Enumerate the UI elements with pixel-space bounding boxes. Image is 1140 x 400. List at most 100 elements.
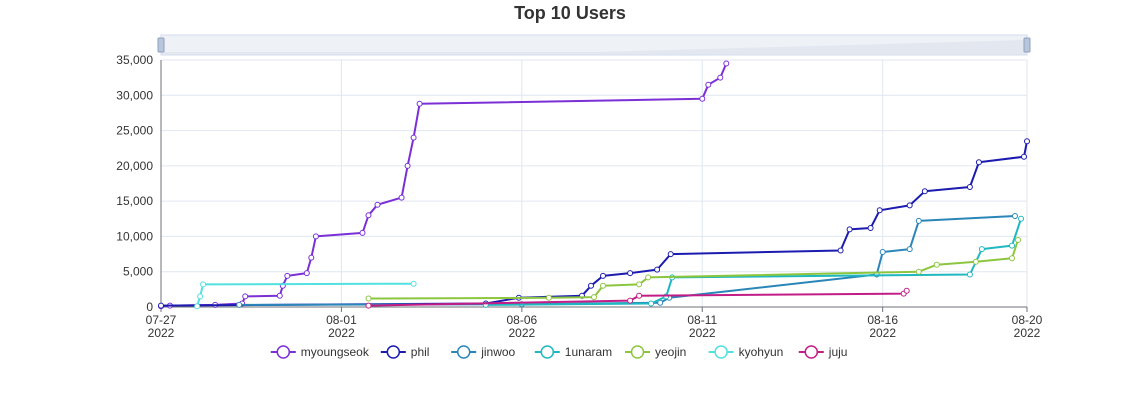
- legend-item-phil[interactable]: phil: [380, 345, 430, 359]
- data-point[interactable]: [591, 294, 597, 301]
- x-tick-year: 2022: [689, 326, 716, 340]
- data-point[interactable]: [1009, 255, 1015, 262]
- data-point[interactable]: [723, 60, 730, 67]
- data-point[interactable]: [200, 281, 207, 288]
- y-tick-label: 0: [146, 300, 153, 314]
- data-point[interactable]: [876, 207, 883, 214]
- chart-title: Top 10 Users: [514, 3, 626, 23]
- data-point[interactable]: [972, 258, 979, 265]
- x-tick-year: 2022: [328, 326, 355, 340]
- legend-item-kyohyun[interactable]: kyohyun: [708, 345, 784, 359]
- data-point[interactable]: [303, 270, 310, 277]
- data-point[interactable]: [365, 212, 372, 219]
- y-tick-label: 5,000: [123, 265, 153, 279]
- data-point[interactable]: [636, 281, 643, 288]
- legend-marker: [386, 345, 401, 359]
- data-point[interactable]: [236, 301, 243, 308]
- data-point[interactable]: [867, 225, 874, 231]
- data-point[interactable]: [365, 295, 372, 302]
- x-tick-year: 2022: [148, 326, 175, 340]
- legend-item-1unaram[interactable]: 1unaram: [534, 345, 612, 359]
- data-point[interactable]: [906, 246, 913, 253]
- data-point[interactable]: [410, 280, 417, 287]
- data-point[interactable]: [645, 274, 652, 281]
- data-point[interactable]: [404, 162, 411, 169]
- y-tick-label: 20,000: [116, 159, 153, 173]
- legend-item-yeojin[interactable]: yeojin: [625, 345, 686, 359]
- zoom-slider-right-handle[interactable]: [1023, 37, 1031, 53]
- x-tick-label: 08-16: [867, 313, 898, 327]
- x-tick-label: 08-11: [687, 313, 717, 327]
- data-point[interactable]: [975, 159, 982, 166]
- data-point[interactable]: [276, 292, 283, 299]
- legend-label: kyohyun: [739, 345, 784, 359]
- y-tick-label: 10,000: [116, 229, 153, 243]
- data-point[interactable]: [879, 249, 886, 255]
- data-point[interactable]: [197, 293, 204, 300]
- data-point[interactable]: [600, 282, 606, 289]
- legend-label: myoungseok: [301, 345, 370, 359]
- data-point[interactable]: [359, 229, 366, 236]
- data-point[interactable]: [921, 188, 928, 195]
- series-line-1unaram: [484, 217, 1022, 306]
- data-point[interactable]: [627, 297, 634, 304]
- series-line-yeojin: [367, 239, 1019, 300]
- data-point[interactable]: [588, 282, 594, 289]
- data-point[interactable]: [374, 201, 381, 208]
- data-point[interactable]: [284, 272, 291, 279]
- data-point[interactable]: [1018, 215, 1024, 222]
- data-point[interactable]: [933, 261, 940, 268]
- data-point[interactable]: [636, 292, 643, 299]
- data-point[interactable]: [600, 272, 606, 279]
- data-point[interactable]: [1012, 213, 1018, 219]
- series-phil: [158, 138, 1030, 309]
- data-zoom-slider[interactable]: [157, 34, 1031, 56]
- data-point[interactable]: [416, 100, 423, 107]
- data-point[interactable]: [158, 302, 164, 309]
- data-point[interactable]: [906, 202, 913, 209]
- data-point[interactable]: [308, 254, 315, 261]
- data-point[interactable]: [846, 226, 853, 233]
- y-tick-label: 15,000: [116, 194, 153, 208]
- data-point[interactable]: [242, 293, 249, 300]
- series-1unaram: [482, 215, 1024, 308]
- data-point[interactable]: [545, 294, 552, 301]
- legend-item-juju[interactable]: juju: [798, 345, 848, 359]
- y-tick-label: 25,000: [116, 124, 153, 138]
- data-point[interactable]: [1015, 237, 1021, 243]
- data-point[interactable]: [1009, 242, 1015, 249]
- data-point[interactable]: [365, 302, 372, 309]
- data-point[interactable]: [966, 184, 973, 190]
- zoom-slider-left-handle[interactable]: [157, 37, 165, 53]
- data-point[interactable]: [717, 74, 724, 81]
- series-kyohyun: [194, 280, 417, 310]
- data-point[interactable]: [194, 303, 201, 310]
- data-point[interactable]: [966, 271, 973, 278]
- data-point[interactable]: [978, 246, 985, 253]
- data-point[interactable]: [837, 247, 844, 254]
- legend-item-myoungseok[interactable]: myoungseok: [270, 345, 370, 359]
- y-tick-label: 30,000: [116, 88, 153, 102]
- legend-marker: [276, 345, 291, 359]
- data-point[interactable]: [915, 217, 922, 224]
- data-point[interactable]: [627, 270, 634, 277]
- data-point[interactable]: [915, 268, 922, 275]
- data-point[interactable]: [398, 194, 405, 201]
- legend-label: juju: [828, 345, 848, 359]
- data-point[interactable]: [1021, 153, 1027, 160]
- legend: myoungseok phil jinwoo 1unaram yeojin kyohyun…: [270, 345, 848, 359]
- legend-label: jinwoo: [480, 345, 515, 359]
- series-myoungseok: [158, 60, 730, 310]
- legend-item-jinwoo[interactable]: jinwoo: [451, 345, 516, 359]
- data-point[interactable]: [410, 134, 417, 141]
- data-point[interactable]: [648, 300, 655, 307]
- data-point[interactable]: [667, 251, 674, 258]
- x-tick-year: 2022: [508, 326, 535, 340]
- data-point[interactable]: [705, 81, 712, 88]
- data-point[interactable]: [903, 287, 910, 294]
- legend-marker: [456, 345, 471, 359]
- data-point[interactable]: [699, 95, 706, 102]
- data-point[interactable]: [1024, 138, 1030, 145]
- data-point[interactable]: [654, 266, 661, 273]
- data-point[interactable]: [312, 233, 319, 240]
